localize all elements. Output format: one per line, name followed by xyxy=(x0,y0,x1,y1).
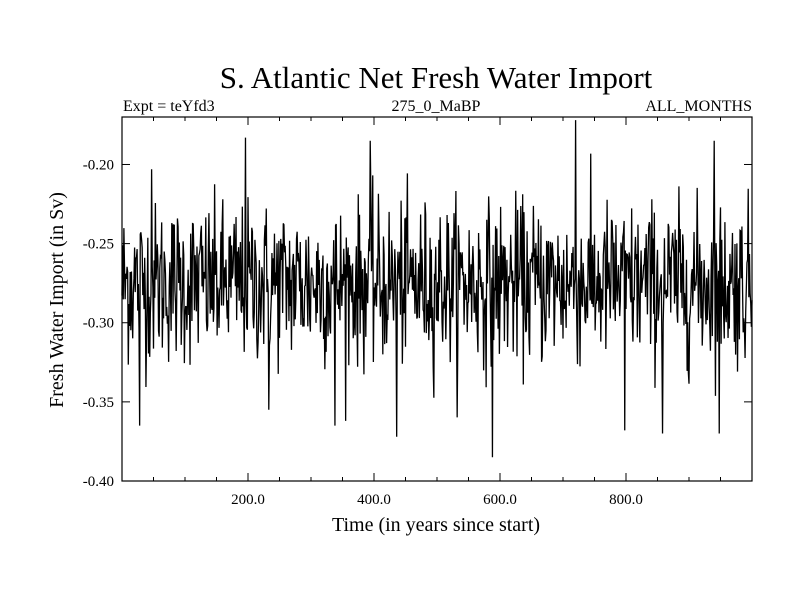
y-tick-label: -0.35 xyxy=(83,395,114,411)
x-tick-label: 600.0 xyxy=(483,492,517,508)
months-label: ALL_MONTHS xyxy=(645,98,752,115)
series-line-fresh-water-import xyxy=(121,120,753,458)
y-axis-label: Fresh Water Import (in Sv) xyxy=(46,192,68,408)
y-tick-label: -0.25 xyxy=(83,237,114,253)
experiment-label: Expt = teYfd3 xyxy=(123,98,215,115)
y-tick-label: -0.30 xyxy=(83,316,114,332)
x-axis: 200.0 400.0 600.0 800.0 xyxy=(153,117,721,508)
period-label: 275_0_MaBP xyxy=(392,98,481,115)
x-axis-label: Time (in years since start) xyxy=(332,514,540,536)
x-tick-label: 200.0 xyxy=(231,492,265,508)
y-axis: -0.40 -0.35 -0.30 -0.25 -0.20 xyxy=(83,157,752,490)
y-tick-label: -0.40 xyxy=(83,474,114,490)
x-tick-label: 800.0 xyxy=(609,492,643,508)
chart-title: S. Atlantic Net Fresh Water Import xyxy=(220,60,653,95)
y-tick-label: -0.20 xyxy=(83,157,114,173)
x-tick-label: 400.0 xyxy=(357,492,391,508)
